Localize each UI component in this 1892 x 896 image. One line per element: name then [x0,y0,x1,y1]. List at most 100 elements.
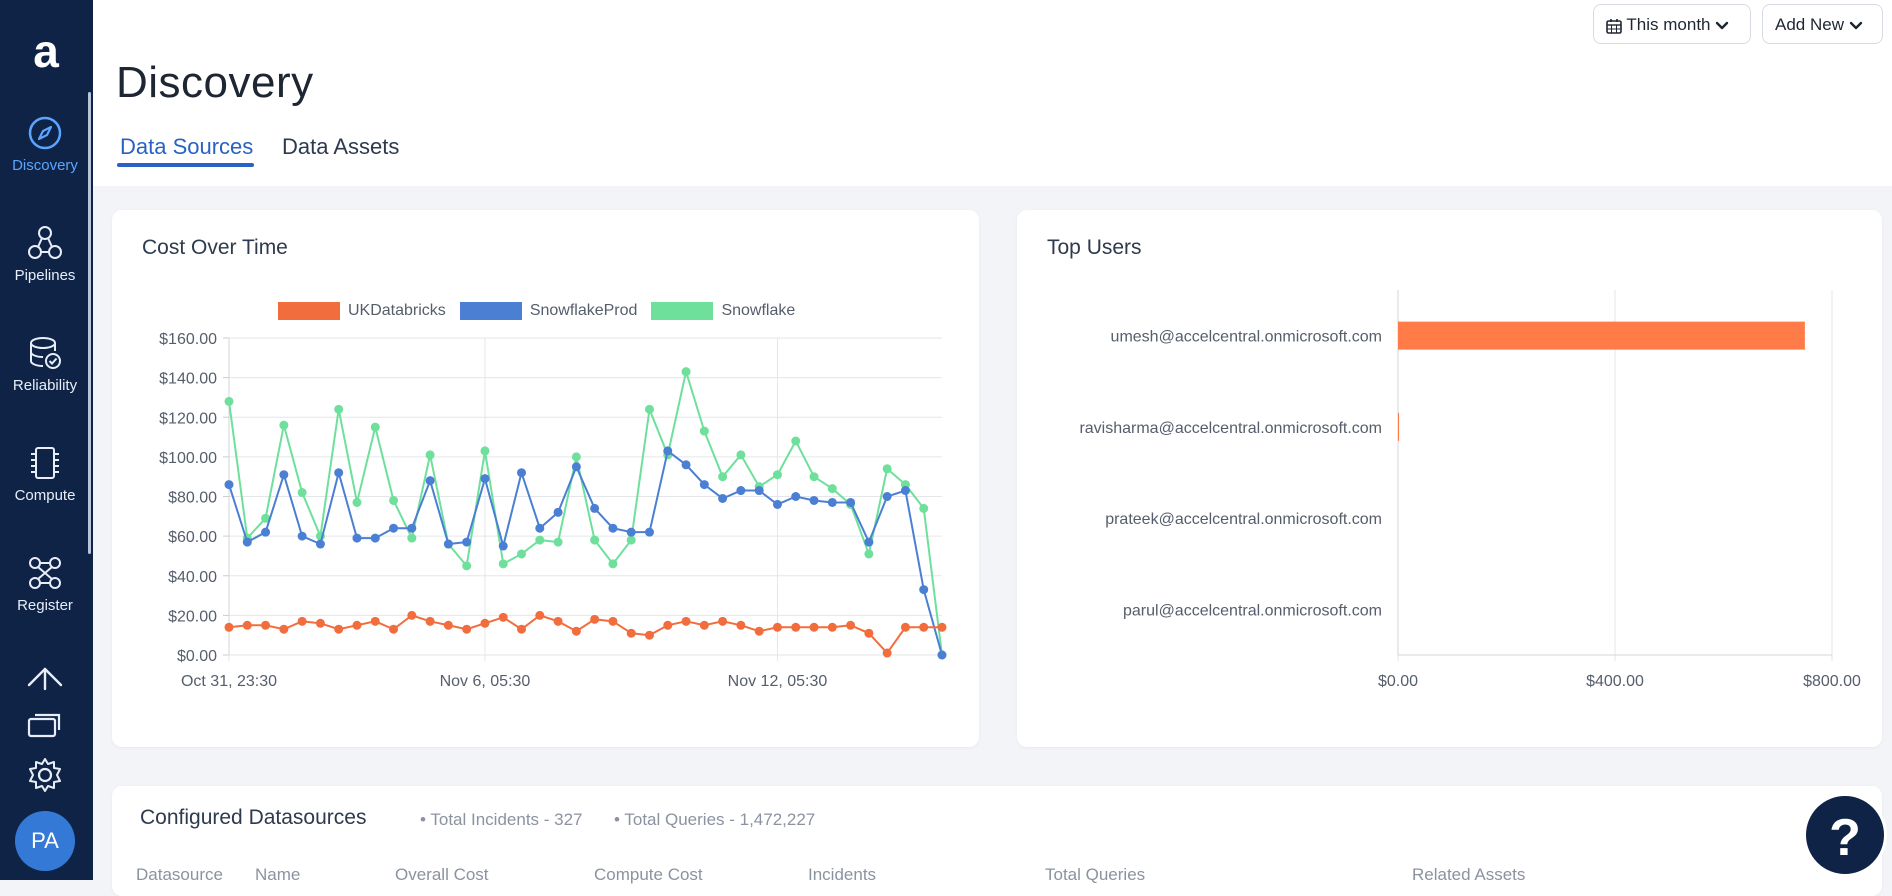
data-point-ukdatabricks[interactable] [334,624,344,634]
data-point-ukdatabricks[interactable] [407,610,417,620]
data-point-ukdatabricks[interactable] [882,648,892,658]
data-point-snowflakeprod[interactable] [791,492,801,501]
data-point-snowflakeprod[interactable] [407,523,417,533]
data-point-snowflake[interactable] [626,535,636,545]
data-point-snowflakeprod[interactable] [882,492,892,501]
data-point-snowflakeprod[interactable] [553,507,563,517]
data-point-snowflakeprod[interactable] [242,537,252,547]
data-point-ukdatabricks[interactable] [754,626,764,636]
data-point-ukdatabricks[interactable] [644,630,654,640]
upload-button[interactable] [0,665,90,696]
data-point-ukdatabricks[interactable] [279,624,289,634]
data-point-snowflake[interactable] [644,404,654,414]
cost-over-time-chart[interactable]: $160.00 $140.00 $120.00 $100.00 $80.00 $60.00… [112,210,979,747]
date-range-dropdown[interactable]: This month [1593,4,1751,44]
data-point-snowflake[interactable] [882,464,892,474]
data-point-snowflake[interactable] [553,537,563,547]
data-point-ukdatabricks[interactable] [772,622,782,632]
data-point-snowflakeprod[interactable] [937,650,947,660]
data-point-snowflake[interactable] [864,549,874,559]
data-point-snowflakeprod[interactable] [736,486,746,496]
data-point-snowflake[interactable] [608,559,618,569]
data-point-snowflakeprod[interactable] [261,527,271,537]
column-header-incidents[interactable]: Incidents [808,865,877,884]
data-point-snowflakeprod[interactable] [297,531,307,541]
data-point-ukdatabricks[interactable] [370,616,380,626]
avatar[interactable]: PA [15,811,75,871]
data-point-snowflakeprod[interactable] [352,533,362,543]
data-point-ukdatabricks[interactable] [590,614,600,624]
data-point-snowflakeprod[interactable] [462,537,472,547]
data-point-snowflake[interactable] [224,396,234,406]
tab-data-sources[interactable]: Data Sources [120,134,254,159]
data-point-snowflakeprod[interactable] [590,503,600,513]
sidebar-item-register[interactable]: Register [0,555,90,614]
data-point-ukdatabricks[interactable] [736,620,746,630]
data-point-snowflakeprod[interactable] [699,480,709,490]
data-point-snowflake[interactable] [827,484,837,494]
data-point-ukdatabricks[interactable] [608,616,618,626]
data-point-snowflake[interactable] [334,404,344,414]
data-point-ukdatabricks[interactable] [315,618,325,628]
data-point-snowflakeprod[interactable] [425,476,435,486]
data-point-ukdatabricks[interactable] [681,616,691,626]
column-header-compute-cost[interactable]: Compute Cost [594,865,703,884]
data-point-snowflakeprod[interactable] [663,446,673,456]
data-point-snowflakeprod[interactable] [772,499,782,509]
data-point-snowflake[interactable] [480,446,490,456]
data-point-snowflake[interactable] [718,472,728,482]
column-header-related-assets[interactable]: Related Assets [1412,865,1526,884]
data-point-ukdatabricks[interactable] [937,622,947,632]
data-point-ukdatabricks[interactable] [809,622,819,632]
data-point-snowflake[interactable] [279,420,289,430]
bar[interactable] [1398,321,1805,350]
data-point-ukdatabricks[interactable] [919,622,929,632]
data-point-snowflake[interactable] [462,561,472,571]
data-point-ukdatabricks[interactable] [352,620,362,630]
data-point-snowflake[interactable] [297,488,307,498]
data-point-snowflakeprod[interactable] [718,493,728,503]
data-point-ukdatabricks[interactable] [718,616,728,626]
data-point-snowflake[interactable] [498,559,508,569]
sidebar-item-compute[interactable]: Compute [0,445,90,504]
data-point-snowflakeprod[interactable] [809,495,819,505]
data-point-ukdatabricks[interactable] [480,618,490,628]
data-point-snowflakeprod[interactable] [315,539,325,549]
data-point-ukdatabricks[interactable] [224,622,234,632]
column-header-total-queries[interactable]: Total Queries [1045,865,1146,884]
data-point-snowflake[interactable] [407,533,417,543]
data-point-ukdatabricks[interactable] [864,628,874,638]
data-point-ukdatabricks[interactable] [242,620,252,630]
stack-button[interactable] [0,710,90,743]
data-point-ukdatabricks[interactable] [261,620,271,630]
data-point-snowflake[interactable] [352,497,362,507]
data-point-snowflake[interactable] [681,367,691,377]
data-point-ukdatabricks[interactable] [535,610,545,620]
data-point-snowflake[interactable] [261,513,271,523]
data-point-snowflakeprod[interactable] [754,486,764,496]
data-point-ukdatabricks[interactable] [517,624,527,634]
data-point-snowflakeprod[interactable] [334,468,344,478]
data-point-snowflake[interactable] [809,472,819,482]
data-point-snowflakeprod[interactable] [827,497,837,507]
data-point-snowflakeprod[interactable] [846,497,856,507]
add-new-dropdown[interactable]: Add New [1762,4,1883,44]
legend-item-ukdatabricks[interactable]: UKDatabricks [278,302,446,320]
data-point-snowflakeprod[interactable] [644,527,654,537]
data-point-ukdatabricks[interactable] [900,622,910,632]
sidebar-item-reliability[interactable]: Reliability [0,335,90,394]
data-point-snowflake[interactable] [772,470,782,480]
data-point-ukdatabricks[interactable] [571,626,581,636]
sidebar-item-discovery[interactable]: Discovery [0,115,90,174]
sidebar-scrollbar[interactable] [88,92,91,554]
data-point-snowflake[interactable] [535,535,545,545]
data-point-snowflake[interactable] [919,503,929,513]
data-point-ukdatabricks[interactable] [699,620,709,630]
data-point-snowflakeprod[interactable] [535,523,545,533]
data-point-snowflakeprod[interactable] [498,541,508,551]
data-point-ukdatabricks[interactable] [498,612,508,622]
top-users-chart[interactable]: $0.00 $400.00 $800.00 umesh@accelcentral.on… [1017,210,1882,747]
data-point-snowflakeprod[interactable] [443,539,453,549]
data-point-snowflakeprod[interactable] [370,533,380,543]
app-logo[interactable]: a [33,25,59,77]
